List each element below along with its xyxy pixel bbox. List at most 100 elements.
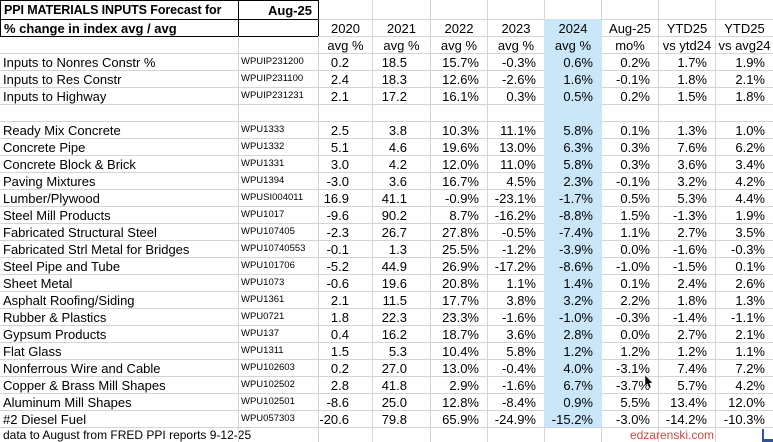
cell-value[interactable]: -14.2% bbox=[658, 410, 715, 427]
cell-empty[interactable] bbox=[487, 0, 544, 19]
cell-value[interactable]: 10.3% bbox=[430, 121, 487, 138]
cell-value[interactable]: 2.1% bbox=[715, 325, 773, 342]
cell-material-name[interactable]: Paving Mixtures bbox=[0, 172, 238, 189]
cell-value[interactable]: 0.2 bbox=[318, 53, 372, 70]
cell-value[interactable]: 1.3 bbox=[372, 240, 430, 257]
cell-value[interactable]: -16.2% bbox=[487, 206, 544, 223]
cell-value[interactable]: 2.4 bbox=[318, 70, 372, 87]
cell-series-code[interactable]: WPU1331 bbox=[238, 155, 318, 172]
cell-material-name[interactable]: Asphalt Roofing/Siding bbox=[0, 291, 238, 308]
cell-series-code[interactable]: WPU1073 bbox=[238, 274, 318, 291]
cell-series-code[interactable]: WPU137 bbox=[238, 325, 318, 342]
cell-empty[interactable] bbox=[0, 36, 238, 53]
cell-value[interactable]: 1.5 bbox=[318, 342, 372, 359]
cell-material-name[interactable]: Inputs to Res Constr bbox=[0, 70, 238, 87]
column-header-sub[interactable]: avg % bbox=[372, 36, 430, 53]
cell-material-name[interactable]: Rubber & Plastics bbox=[0, 308, 238, 325]
cell-empty[interactable] bbox=[238, 427, 318, 442]
cell-empty[interactable] bbox=[318, 104, 372, 121]
cell-value[interactable]: 0.3% bbox=[487, 87, 544, 104]
cell-value[interactable]: -8.6 bbox=[318, 393, 372, 410]
cell-material-name[interactable]: Steel Pipe and Tube bbox=[0, 257, 238, 274]
cell-empty[interactable] bbox=[0, 104, 238, 121]
cell-empty[interactable] bbox=[715, 427, 773, 442]
cell-empty[interactable] bbox=[238, 104, 318, 121]
cell-value[interactable]: 1.1% bbox=[715, 342, 773, 359]
cell-value[interactable]: -3.0 bbox=[318, 172, 372, 189]
cell-material-name[interactable]: Aluminum Mill Shapes bbox=[0, 393, 238, 410]
cell-value[interactable]: 4.6 bbox=[372, 138, 430, 155]
cell-value[interactable]: 2.9% bbox=[430, 376, 487, 393]
cell-value[interactable]: 10.4% bbox=[430, 342, 487, 359]
cell-value[interactable]: 5.3 bbox=[372, 342, 430, 359]
cell-value[interactable]: 20.8% bbox=[430, 274, 487, 291]
cell-value[interactable]: -1.7% bbox=[544, 189, 601, 206]
cell-value[interactable]: 2.1 bbox=[318, 291, 372, 308]
cell-value[interactable]: -3.9% bbox=[544, 240, 601, 257]
cell-material-name[interactable]: Lumber/Plywood bbox=[0, 189, 238, 206]
cell-material-name[interactable]: Concrete Pipe bbox=[0, 138, 238, 155]
column-header-sub[interactable]: avg % bbox=[318, 36, 372, 53]
cell-value[interactable]: 12.0% bbox=[430, 155, 487, 172]
cell-value[interactable]: 0.0% bbox=[601, 325, 658, 342]
cell-empty[interactable] bbox=[487, 427, 544, 442]
cell-value[interactable]: 6.3% bbox=[544, 138, 601, 155]
cell-value[interactable]: 2.4% bbox=[658, 274, 715, 291]
cell-value[interactable]: -0.1% bbox=[601, 172, 658, 189]
cell-value[interactable]: 8.7% bbox=[430, 206, 487, 223]
cell-empty[interactable] bbox=[715, 0, 773, 19]
cell-value[interactable]: 7.2% bbox=[715, 359, 773, 376]
cell-value[interactable]: 7.6% bbox=[658, 138, 715, 155]
cell-value[interactable]: 6.2% bbox=[715, 138, 773, 155]
cell-series-code[interactable]: WPU102603 bbox=[238, 359, 318, 376]
cell-value[interactable]: -2.6% bbox=[487, 70, 544, 87]
column-header-sub[interactable]: vs ytd24 bbox=[658, 36, 715, 53]
cell-value[interactable]: 7.4% bbox=[658, 359, 715, 376]
cell-value[interactable]: -0.1 bbox=[318, 240, 372, 257]
cell-value[interactable]: 41.1 bbox=[372, 189, 430, 206]
cell-material-name[interactable]: Flat Glass bbox=[0, 342, 238, 359]
cell-series-code[interactable]: WPUIP231200 bbox=[238, 53, 318, 70]
cell-series-code[interactable]: WPU101706 bbox=[238, 257, 318, 274]
cell-value[interactable]: -20.6 bbox=[318, 410, 372, 427]
cell-value[interactable]: 0.3% bbox=[601, 155, 658, 172]
cell-value[interactable]: -15.2% bbox=[544, 410, 601, 427]
cell-value[interactable]: 16.1% bbox=[430, 87, 487, 104]
cell-value[interactable]: 1.8% bbox=[658, 70, 715, 87]
cell-value[interactable]: 0.2 bbox=[318, 359, 372, 376]
cell-value[interactable]: 1.9% bbox=[715, 53, 773, 70]
column-header-year[interactable]: YTD25 bbox=[658, 19, 715, 36]
cell-value[interactable]: 2.7% bbox=[658, 325, 715, 342]
cell-value[interactable]: -0.4% bbox=[487, 359, 544, 376]
cell-value[interactable]: 5.8% bbox=[544, 155, 601, 172]
cell-value[interactable]: 1.6% bbox=[544, 70, 601, 87]
cell-value[interactable]: 19.6% bbox=[430, 138, 487, 155]
cell-value[interactable]: 3.8% bbox=[487, 291, 544, 308]
cell-series-code[interactable]: WPU1394 bbox=[238, 172, 318, 189]
cell-value[interactable]: -1.5% bbox=[658, 257, 715, 274]
cell-value[interactable]: -1.1% bbox=[715, 308, 773, 325]
column-header-year[interactable]: Aug-25 bbox=[601, 19, 658, 36]
cell-value[interactable]: 0.9% bbox=[544, 393, 601, 410]
cell-value[interactable]: -1.0% bbox=[601, 257, 658, 274]
cell-value[interactable]: 15.7% bbox=[430, 53, 487, 70]
cell-empty[interactable] bbox=[372, 104, 430, 121]
cell-empty[interactable] bbox=[318, 427, 372, 442]
cell-value[interactable]: 1.3% bbox=[658, 121, 715, 138]
cell-value[interactable]: 1.8% bbox=[658, 291, 715, 308]
column-header-year[interactable]: 2024 bbox=[544, 19, 601, 36]
column-header-year[interactable]: 2023 bbox=[487, 19, 544, 36]
cell-value[interactable]: 12.6% bbox=[430, 70, 487, 87]
cell-value[interactable]: 4.2 bbox=[372, 155, 430, 172]
cell-value[interactable]: 2.1 bbox=[318, 87, 372, 104]
cell-value[interactable]: 18.5 bbox=[372, 53, 430, 70]
cell-value[interactable]: 1.4% bbox=[544, 274, 601, 291]
cell-series-code[interactable]: WPU1332 bbox=[238, 138, 318, 155]
cell-value[interactable]: 13.0% bbox=[487, 138, 544, 155]
cell-value[interactable]: 3.4% bbox=[715, 155, 773, 172]
cell-empty[interactable] bbox=[658, 0, 715, 19]
cell-value[interactable]: 0.1% bbox=[601, 121, 658, 138]
cell-value[interactable]: 1.5% bbox=[601, 206, 658, 223]
cell-empty[interactable] bbox=[544, 104, 601, 121]
cell-value[interactable]: 79.8 bbox=[372, 410, 430, 427]
